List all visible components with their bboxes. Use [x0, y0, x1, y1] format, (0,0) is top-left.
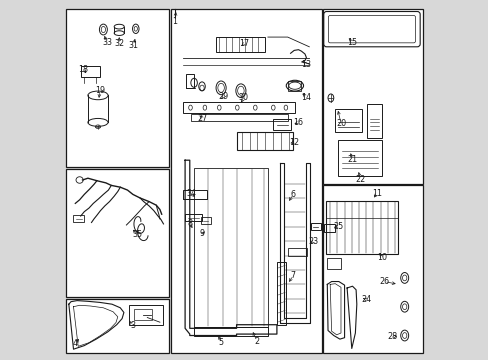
- Bar: [66, 9, 168, 167]
- Bar: [66, 169, 168, 297]
- Bar: [194, 327, 267, 336]
- Text: 11: 11: [371, 189, 381, 198]
- Text: 5: 5: [218, 338, 223, 347]
- Text: 18: 18: [78, 65, 88, 74]
- Bar: [287, 248, 307, 256]
- Text: 8: 8: [187, 219, 192, 228]
- Text: 15: 15: [347, 38, 357, 47]
- Text: 9: 9: [199, 230, 204, 239]
- Bar: [276, 262, 285, 325]
- Bar: [66, 299, 168, 353]
- Text: 2: 2: [254, 337, 259, 346]
- Bar: [335, 109, 362, 132]
- Text: 13: 13: [301, 60, 311, 69]
- Text: 19: 19: [95, 86, 104, 95]
- Bar: [322, 9, 422, 184]
- Text: 6: 6: [290, 190, 295, 199]
- Text: 14: 14: [301, 93, 311, 102]
- Bar: [273, 119, 290, 130]
- Bar: [194, 168, 267, 327]
- Text: 30: 30: [238, 94, 248, 102]
- Text: 32: 32: [114, 40, 124, 49]
- Bar: [326, 258, 340, 269]
- Bar: [216, 37, 264, 52]
- Bar: [133, 309, 152, 320]
- Bar: [170, 9, 321, 353]
- Bar: [322, 185, 422, 353]
- Bar: [183, 102, 294, 113]
- Bar: [237, 132, 292, 150]
- Text: 35: 35: [132, 230, 142, 239]
- Text: 21: 21: [347, 154, 357, 163]
- Text: 25: 25: [333, 222, 343, 231]
- Bar: [128, 305, 163, 325]
- Text: 31: 31: [128, 40, 138, 49]
- Text: 27: 27: [197, 113, 207, 122]
- Bar: [186, 74, 194, 88]
- Bar: [200, 217, 210, 224]
- Bar: [73, 215, 84, 222]
- Text: 3: 3: [130, 321, 135, 330]
- Text: 26: 26: [378, 277, 388, 286]
- Text: 20: 20: [335, 118, 346, 127]
- Bar: [183, 190, 206, 199]
- Bar: [337, 140, 381, 176]
- Text: 22: 22: [355, 175, 365, 184]
- Text: 23: 23: [308, 237, 318, 246]
- Text: 29: 29: [218, 92, 228, 101]
- Bar: [185, 214, 202, 221]
- Bar: [288, 81, 301, 91]
- Text: 12: 12: [288, 138, 299, 147]
- Text: 28: 28: [387, 332, 397, 341]
- Bar: [324, 224, 335, 232]
- Text: 17: 17: [238, 40, 248, 49]
- Bar: [325, 201, 397, 254]
- Text: 24: 24: [360, 295, 370, 304]
- Text: 34: 34: [186, 189, 196, 198]
- Bar: [366, 104, 381, 138]
- Text: 7: 7: [290, 271, 295, 280]
- Text: 1: 1: [172, 17, 177, 26]
- Text: 10: 10: [376, 253, 386, 262]
- Bar: [190, 114, 287, 121]
- Text: 16: 16: [292, 118, 302, 127]
- Text: 4: 4: [73, 339, 78, 348]
- Bar: [310, 223, 321, 230]
- Text: 33: 33: [102, 38, 112, 47]
- Bar: [81, 66, 101, 77]
